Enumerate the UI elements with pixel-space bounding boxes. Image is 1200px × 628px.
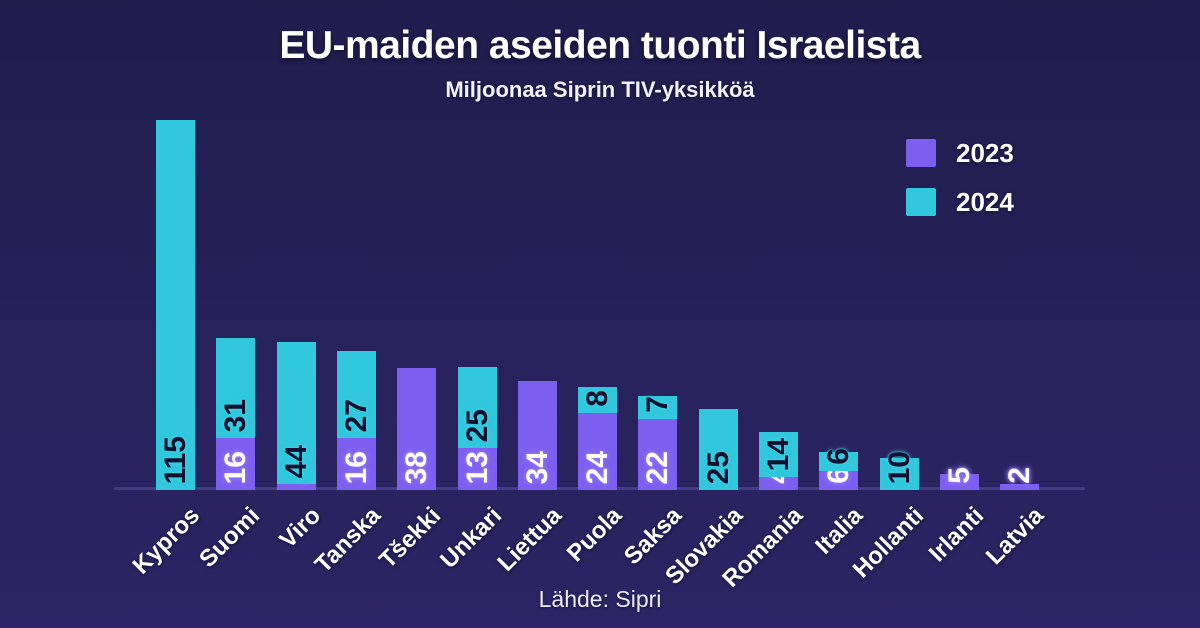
bar-segment-2024-viro: 44	[277, 342, 316, 484]
bar-segment-2024-saksa: 7	[638, 396, 677, 419]
bar-segment-2024-kypros: 115	[156, 120, 195, 490]
page-subtitle: Miljoonaa Siprin TIV-yksikköä	[445, 77, 755, 102]
bar-segment-2023-irlanti: 5	[940, 467, 979, 490]
bar-value-label: 7	[640, 396, 674, 413]
bar-group-irlanti: 5	[940, 467, 979, 490]
bar-segment-2023-liettua: 34	[518, 381, 557, 490]
bar-segment-2023-romania: 4	[759, 467, 798, 490]
bar-segment-2023-suomi: 16	[216, 438, 255, 490]
page-title: EU-maiden aseiden tuonti Israelista	[279, 24, 921, 67]
bar-value-label: 31	[218, 398, 252, 432]
bar-value-label: 22	[640, 450, 674, 484]
bar-segment-2023-ts-ekki: 38	[397, 368, 436, 490]
bar-value-label: 16	[339, 450, 373, 484]
bar-segment-2024-slovakia: 25	[699, 409, 738, 490]
bar-segment-2024-romania: 14	[759, 432, 798, 477]
legend: 2023 2024	[906, 137, 1014, 237]
bar-value-label: 5	[942, 467, 976, 484]
source-caption: Lähde: Sipri	[538, 586, 662, 612]
bar-group-viro: 244	[277, 342, 316, 490]
bar-segment-2024-suomi: 31	[216, 338, 255, 438]
chart-header: EU-maiden aseiden tuonti Israelista Milj…	[0, 24, 1200, 103]
bar-value-label: 38	[399, 450, 433, 484]
bar-segment-2024-hollanti: 10	[880, 451, 919, 490]
legend-label-2023: 2023	[956, 137, 1014, 168]
legend-swatch-2023	[906, 139, 936, 167]
bar-value-label: 27	[339, 398, 373, 432]
bar-segment-2024-unkari: 25	[458, 367, 497, 448]
bar-segment-2023-italia: 6	[819, 467, 858, 490]
bar-value-label: 13	[460, 450, 494, 484]
bar-group-tanska: 16 27	[337, 351, 376, 490]
bar-segment-2024-puola: 8	[578, 387, 617, 413]
bar-value-label: 16	[218, 450, 252, 484]
legend-item-2024: 2024	[906, 186, 1014, 217]
bar-value-label: 10	[882, 450, 916, 484]
bar-group-romania: 414	[759, 432, 798, 490]
bar-value-label: 25	[460, 408, 494, 442]
bar-group-ts-ekki: 38	[397, 368, 436, 490]
legend-item-2023: 2023	[906, 137, 1014, 168]
bar-value-label: 2	[1002, 467, 1036, 484]
bar-segment-2024-italia: 6	[819, 448, 858, 471]
bar-group-puola: 24 8	[578, 387, 617, 490]
bar-group-suomi: 16 31	[216, 338, 255, 490]
bar-group-unkari: 13 25	[458, 367, 497, 490]
bar-value-label: 34	[520, 450, 554, 484]
bar-segment-2023-latvia: 2	[1000, 467, 1039, 490]
bar-value-label: 24	[580, 450, 614, 484]
bar-value-label: 6	[821, 448, 855, 465]
legend-label-2024: 2024	[956, 186, 1014, 217]
bar-group-saksa: 22 7	[638, 396, 677, 490]
bar-group-latvia: 2	[1000, 467, 1039, 490]
bar-value-label: 14	[761, 437, 795, 471]
bar-segment-2023-viro: 2	[277, 467, 316, 490]
bar-group-liettua: 34	[518, 381, 557, 490]
bar-value-label: 115	[158, 435, 192, 484]
bar-value-label: 44	[279, 444, 313, 478]
bar-value-label: 25	[701, 450, 735, 484]
bar-group-kypros: 115	[156, 120, 195, 490]
legend-swatch-2024	[906, 188, 936, 216]
bar-segment-2023-tanska: 16	[337, 438, 376, 490]
bar-segment-2024-tanska: 27	[337, 351, 376, 438]
bar-segment-2023-puola: 24	[578, 413, 617, 490]
bar-segment-2023-unkari: 13	[458, 448, 497, 490]
bar-segment-2023-saksa: 22	[638, 419, 677, 490]
bar-value-label: 8	[580, 390, 614, 407]
bar-group-slovakia: 25	[699, 409, 738, 490]
bar-group-hollanti: 10	[880, 451, 919, 490]
